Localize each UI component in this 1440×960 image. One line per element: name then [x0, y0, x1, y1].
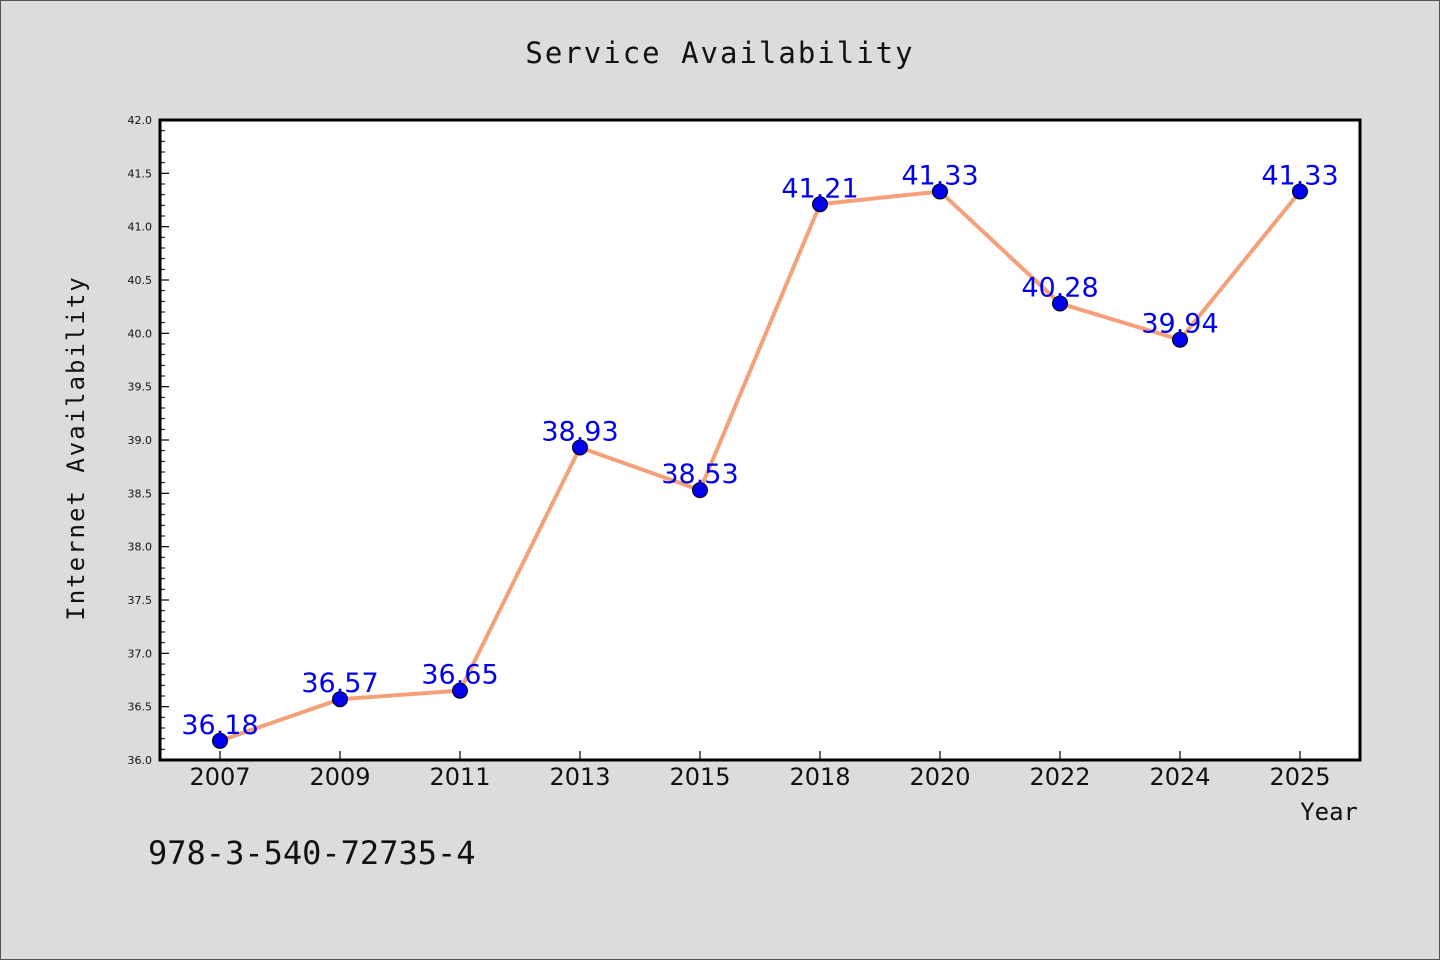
data-point-marker: [1172, 331, 1188, 348]
data-label: 41.33: [901, 160, 978, 191]
y-tick-label: 36.0: [128, 754, 153, 767]
series-line-group: 36.18 36.57 36.65 38.93 38.53 41.21 41.33 40.28…: [181, 160, 1339, 749]
data-label: 39.94: [1141, 309, 1218, 340]
series-line: [219, 189, 1302, 743]
plot-area: [158, 118, 1362, 762]
data-point-marker: [1052, 295, 1068, 312]
x-tick-label: 2013: [549, 763, 610, 791]
y-axis: 36.0 36.5 37.0 37.5 38.0 38.5 39.0 39.5 40.0 40.5…: [128, 114, 169, 767]
y-tick-label: 39.5: [128, 381, 153, 394]
y-tick-label: 40.0: [128, 327, 153, 340]
data-label: 41.33: [1261, 160, 1338, 191]
y-axis-label: Internet Availability: [62, 275, 90, 620]
data-point-marker: [332, 691, 348, 708]
x-tick-label: 2025: [1269, 763, 1330, 791]
x-tick-label: 2018: [789, 763, 850, 791]
y-tick-label: 38.0: [128, 541, 153, 554]
y-tick-label: 36.5: [128, 701, 153, 714]
data-point-marker: [572, 439, 588, 456]
x-tick-label: 2007: [189, 763, 250, 791]
data-label: 38.53: [661, 459, 738, 490]
data-label: 36.18: [181, 710, 258, 741]
data-label: 41.21: [781, 173, 858, 204]
chart-title: Service Availability: [525, 36, 914, 70]
x-axis: 2007 2009 2011 2013 2015 2018 2020 2022 2024 2025: [189, 751, 1331, 791]
y-tick-label: 41.5: [128, 167, 153, 180]
data-point-marker: [812, 196, 828, 213]
data-label: 36.57: [301, 668, 378, 699]
data-point-marker: [212, 732, 228, 749]
y-tick-label: 40.5: [128, 274, 153, 287]
y-tick-label: 37.5: [128, 594, 153, 607]
x-tick-label: 2015: [669, 763, 730, 791]
x-axis-label: Year: [1300, 798, 1358, 826]
isbn-annotation: 978-3-540-72735-4: [148, 834, 476, 872]
y-tick-label: 37.0: [128, 647, 153, 660]
data-point-marker: [692, 482, 708, 499]
data-label: 38.93: [541, 416, 618, 447]
data-label: 36.65: [421, 660, 498, 691]
x-tick-label: 2024: [1149, 763, 1210, 791]
data-point-marker: [452, 682, 468, 699]
x-tick-label: 2020: [909, 763, 970, 791]
x-tick-label: 2022: [1029, 763, 1090, 791]
x-tick-label: 2009: [309, 763, 370, 791]
y-tick-label: 42.0: [128, 114, 153, 127]
y-tick-label: 41.0: [128, 221, 153, 234]
data-point-marker: [932, 183, 948, 200]
y-tick-label: 38.5: [128, 487, 153, 500]
data-point-marker: [1292, 183, 1308, 200]
data-label: 40.28: [1021, 272, 1098, 303]
y-tick-label: 39.0: [128, 434, 153, 447]
x-tick-label: 2011: [429, 763, 490, 791]
